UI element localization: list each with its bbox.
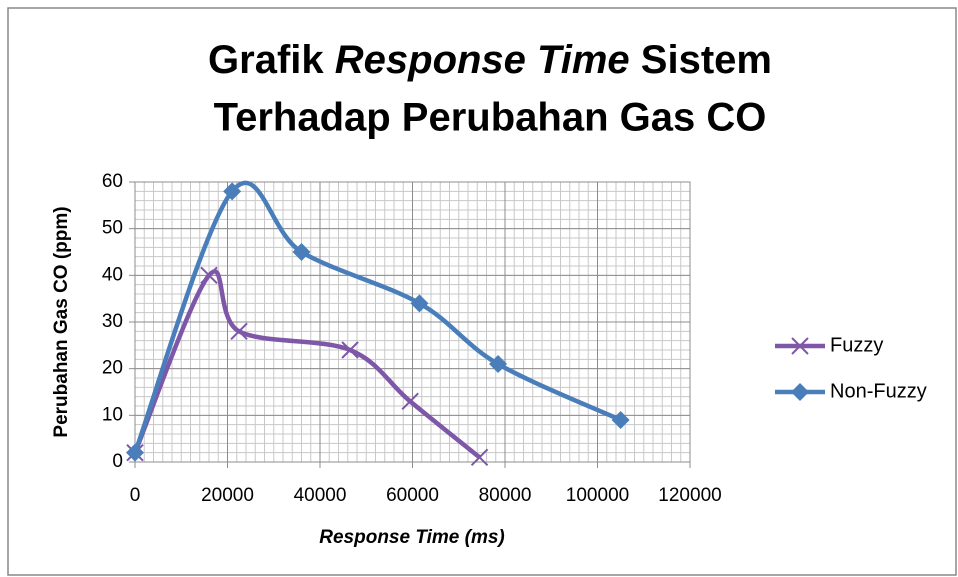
y-tick-label: 60 bbox=[102, 171, 123, 192]
x-axis-label: Response Time (ms) bbox=[319, 527, 504, 548]
y-tick-label: 40 bbox=[102, 264, 123, 285]
title-part: Grafik bbox=[208, 38, 324, 82]
legend-label: Non-Fuzzy bbox=[830, 380, 927, 402]
x-tick-label: 20000 bbox=[201, 485, 254, 506]
data-point bbox=[230, 322, 248, 341]
data-point bbox=[470, 448, 489, 467]
x-tick-label: 100000 bbox=[566, 485, 629, 506]
chart-title: Terhadap Perubahan Gas CO bbox=[214, 96, 767, 140]
data-point bbox=[341, 341, 359, 359]
plot-frame bbox=[134, 181, 691, 463]
title-part: Response Time bbox=[335, 38, 630, 82]
legend-marker bbox=[791, 337, 809, 355]
data-point bbox=[489, 355, 508, 373]
data-point bbox=[223, 182, 242, 201]
data-point bbox=[401, 392, 419, 411]
y-tick-label: 30 bbox=[102, 311, 123, 332]
y-tick-label: 10 bbox=[102, 404, 123, 425]
y-tick-label: 50 bbox=[102, 218, 123, 239]
x-tick-label: 120000 bbox=[658, 485, 721, 506]
y-tick-label: 20 bbox=[102, 358, 123, 379]
x-tick-label: 80000 bbox=[479, 485, 532, 506]
data-point bbox=[410, 294, 429, 313]
data-point bbox=[292, 243, 311, 261]
x-tick-label: 60000 bbox=[386, 485, 439, 506]
x-tick-label: 0 bbox=[130, 485, 141, 506]
y-tick-label: 0 bbox=[112, 451, 123, 472]
legend-marker bbox=[791, 383, 809, 401]
legend-label: Fuzzy bbox=[830, 334, 883, 356]
x-tick-label: 40000 bbox=[294, 485, 347, 506]
chart-title: Grafik Response Time Sistem bbox=[208, 38, 772, 82]
chart-border bbox=[7, 7, 957, 576]
data-point bbox=[611, 411, 630, 429]
title-part: Sistem bbox=[641, 38, 772, 82]
data-point bbox=[200, 266, 218, 285]
data-point bbox=[126, 443, 144, 462]
y-axis-label: Perubahan Gas CO (ppm) bbox=[51, 206, 72, 437]
